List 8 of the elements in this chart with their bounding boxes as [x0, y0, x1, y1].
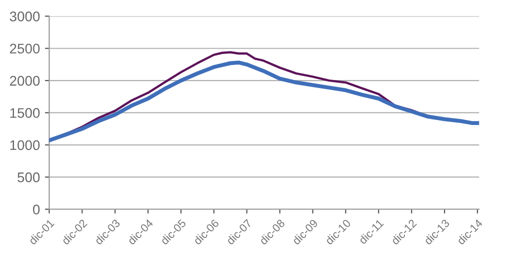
y-tick-label: 1500 [10, 108, 40, 118]
y-tick-label: 1000 [10, 140, 40, 150]
y-tick-label: 3000 [10, 12, 40, 22]
y-tick-label: 2500 [10, 44, 40, 54]
y-tick-label: 0 [33, 204, 40, 214]
y-tick-label: 500 [18, 172, 40, 182]
line-series [49, 60, 480, 142]
y-tick-label: 2000 [10, 76, 40, 86]
